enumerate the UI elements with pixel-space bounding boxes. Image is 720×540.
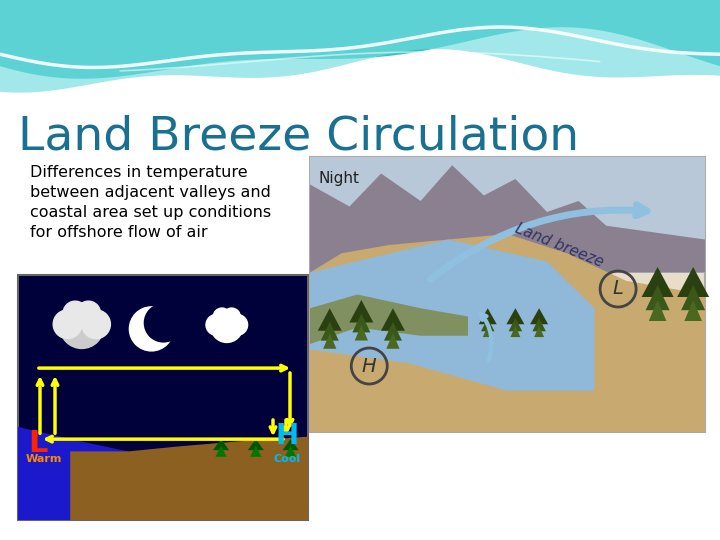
Polygon shape: [530, 308, 548, 324]
Text: L: L: [613, 280, 624, 299]
Polygon shape: [215, 446, 227, 457]
Polygon shape: [681, 285, 705, 310]
Polygon shape: [649, 300, 667, 321]
Text: Warm: Warm: [26, 454, 63, 464]
Circle shape: [82, 310, 110, 339]
Polygon shape: [508, 318, 522, 332]
Polygon shape: [310, 240, 595, 391]
Polygon shape: [677, 267, 709, 297]
Polygon shape: [534, 326, 544, 337]
Circle shape: [213, 308, 231, 326]
Circle shape: [60, 305, 104, 348]
Polygon shape: [510, 326, 521, 337]
Text: coastal area set up conditions: coastal area set up conditions: [30, 205, 271, 220]
Polygon shape: [483, 326, 492, 337]
Circle shape: [211, 310, 243, 342]
Polygon shape: [506, 308, 524, 324]
Polygon shape: [213, 439, 229, 450]
Polygon shape: [642, 267, 674, 297]
Text: Land breeze: Land breeze: [513, 220, 606, 269]
Circle shape: [206, 314, 227, 335]
Polygon shape: [18, 427, 128, 520]
Polygon shape: [352, 314, 370, 333]
Text: H: H: [276, 422, 299, 450]
Polygon shape: [684, 300, 702, 321]
Circle shape: [76, 301, 101, 325]
Polygon shape: [479, 308, 497, 324]
Polygon shape: [285, 446, 296, 457]
FancyBboxPatch shape: [18, 275, 308, 520]
Circle shape: [53, 310, 82, 339]
Text: Cool: Cool: [273, 454, 300, 464]
Polygon shape: [481, 318, 495, 332]
Text: Land Breeze Circulation: Land Breeze Circulation: [18, 115, 579, 160]
Text: H: H: [362, 356, 377, 375]
Polygon shape: [310, 234, 705, 432]
Polygon shape: [310, 165, 705, 273]
Polygon shape: [646, 285, 670, 310]
Polygon shape: [251, 446, 261, 457]
Polygon shape: [248, 439, 264, 450]
FancyBboxPatch shape: [310, 157, 705, 432]
Polygon shape: [70, 437, 308, 520]
Circle shape: [145, 304, 182, 342]
Polygon shape: [0, 0, 720, 79]
Circle shape: [222, 308, 240, 326]
Polygon shape: [318, 308, 342, 330]
Text: Night: Night: [318, 171, 359, 186]
Polygon shape: [355, 325, 368, 341]
Polygon shape: [384, 322, 402, 341]
Circle shape: [130, 307, 174, 351]
Polygon shape: [532, 318, 546, 332]
Text: between adjacent valleys and: between adjacent valleys and: [30, 185, 271, 200]
FancyBboxPatch shape: [310, 157, 705, 273]
Polygon shape: [320, 322, 338, 341]
Polygon shape: [349, 300, 374, 322]
Circle shape: [63, 301, 87, 325]
Text: for offshore flow of air: for offshore flow of air: [30, 225, 207, 240]
Text: L: L: [28, 429, 48, 458]
Text: Differences in temperature: Differences in temperature: [30, 165, 248, 180]
Polygon shape: [387, 333, 400, 349]
Polygon shape: [310, 294, 468, 344]
Polygon shape: [381, 308, 405, 330]
Polygon shape: [323, 333, 336, 349]
Polygon shape: [0, 0, 720, 93]
Polygon shape: [282, 439, 299, 450]
Circle shape: [227, 314, 248, 335]
